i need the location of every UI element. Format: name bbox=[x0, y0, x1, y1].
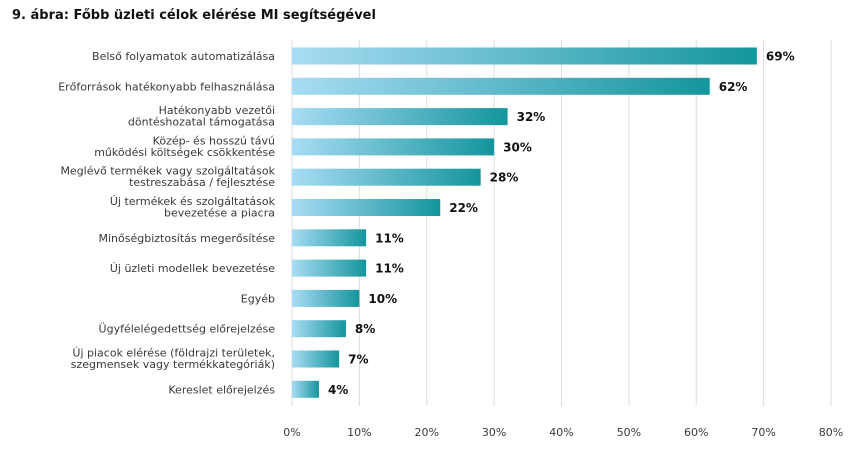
bar bbox=[292, 320, 346, 338]
x-tick-label: 50% bbox=[617, 426, 641, 439]
data-label: 10% bbox=[368, 292, 397, 306]
category-label: Új termékek és szolgáltatások bevezetése … bbox=[110, 195, 276, 220]
bar bbox=[292, 168, 481, 186]
bar bbox=[292, 108, 508, 126]
category-label: Egyéb bbox=[241, 292, 275, 305]
data-label: 8% bbox=[355, 322, 375, 336]
bar bbox=[292, 259, 367, 277]
data-label: 11% bbox=[375, 231, 404, 245]
data-label: 28% bbox=[490, 171, 519, 185]
category-label: Meglévő termékek vagy szolgáltatások test… bbox=[60, 165, 275, 190]
category-label: Minőségbiztosítás megerősítése bbox=[98, 232, 275, 245]
bar bbox=[292, 350, 340, 368]
x-tick-label: 60% bbox=[684, 426, 708, 439]
category-label: Hatékonyabb vezetői döntéshozatal támogat… bbox=[128, 104, 275, 129]
category-label: Új üzleti modellek bevezetése bbox=[110, 262, 275, 275]
value-labels: 69% 62% 32% 30% 28% 22% 11% 11% 10% 8% 7% 4% bbox=[328, 50, 795, 397]
category-label: Ügyfélelégedettség előrejelzése bbox=[99, 323, 276, 336]
data-label: 4% bbox=[328, 383, 348, 397]
bar bbox=[292, 289, 360, 307]
category-label: Közép- és hosszú távú működési költségek … bbox=[94, 134, 275, 159]
x-tick-label: 70% bbox=[751, 426, 775, 439]
x-axis-ticks: 0% 10% 20% 30% 40% 50% 60% 70% 80% bbox=[283, 426, 843, 439]
x-tick-label: 20% bbox=[415, 426, 439, 439]
x-tick-label: 0% bbox=[283, 426, 300, 439]
bar bbox=[292, 138, 495, 156]
bar bbox=[292, 229, 367, 247]
category-label: Belső folyamatok automatizálása bbox=[92, 50, 275, 63]
category-label: Új piacok elérése (földrajzi területek, s… bbox=[71, 347, 275, 372]
category-label: Kereslet előrejelzés bbox=[168, 383, 275, 396]
chart-title: 9. ábra: Főbb üzleti célok elérése MI se… bbox=[12, 8, 376, 23]
data-label: 62% bbox=[719, 80, 748, 94]
bar bbox=[292, 47, 757, 65]
x-tick-label: 30% bbox=[482, 426, 506, 439]
bar bbox=[292, 77, 710, 95]
x-tick-label: 80% bbox=[819, 426, 843, 439]
category-labels: Belső folyamatok automatizálása Erőforrás… bbox=[58, 50, 275, 396]
gridlines bbox=[291, 40, 832, 406]
x-tick-label: 40% bbox=[549, 426, 573, 439]
data-label: 11% bbox=[375, 262, 404, 276]
bars bbox=[292, 47, 757, 398]
data-label: 22% bbox=[449, 201, 478, 215]
data-label: 69% bbox=[766, 50, 795, 64]
data-label: 30% bbox=[503, 140, 532, 154]
bar bbox=[292, 380, 319, 398]
data-label: 32% bbox=[517, 110, 546, 124]
data-label: 7% bbox=[348, 353, 368, 367]
category-label: Erőforrások hatékonyabb felhasználása bbox=[58, 80, 275, 93]
bar bbox=[292, 199, 441, 216]
x-tick-label: 10% bbox=[347, 426, 371, 439]
